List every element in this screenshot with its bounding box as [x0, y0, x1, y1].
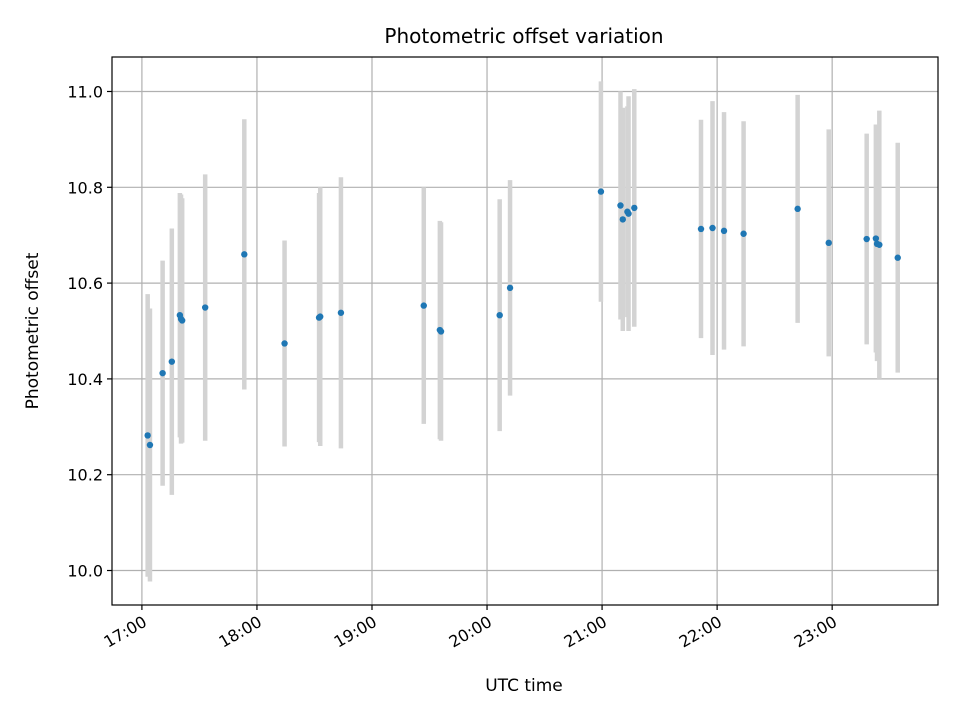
data-point: [496, 311, 503, 319]
data-point: [794, 205, 801, 213]
data-point: [506, 284, 514, 292]
y-tick-label: 10.8: [67, 178, 103, 197]
data-point: [709, 224, 716, 232]
y-tick-label: 10.0: [67, 562, 103, 581]
y-axis-label: Photometric offset: [23, 252, 43, 409]
chart-title: Photometric offset variation: [384, 24, 663, 48]
grid: [112, 57, 938, 605]
data-point: [617, 202, 624, 209]
data-point: [697, 225, 705, 233]
data-point: [863, 235, 870, 243]
data-point: [720, 227, 728, 235]
data-point: [872, 235, 880, 242]
y-tick-label: 10.4: [67, 370, 103, 389]
data-point: [437, 328, 445, 335]
data-point: [420, 302, 427, 309]
data-point: [144, 432, 151, 439]
data-point: [178, 317, 186, 324]
data-points: [144, 188, 901, 449]
data-point: [168, 358, 176, 365]
y-tick-label: 10.2: [67, 466, 103, 485]
data-point: [337, 309, 345, 316]
y-tick-label: 10.6: [67, 274, 103, 293]
data-point: [281, 340, 288, 347]
data-point: [241, 251, 248, 258]
data-point: [876, 241, 883, 248]
data-point: [625, 210, 632, 217]
data-point: [740, 230, 747, 237]
data-point: [317, 313, 324, 320]
data-point: [631, 204, 638, 212]
data-point: [159, 369, 166, 377]
data-point: [619, 216, 626, 223]
x-axis-label: UTC time: [485, 676, 563, 696]
data-point: [894, 254, 901, 261]
data-point: [146, 441, 154, 449]
y-tick-label: 11.0: [67, 82, 103, 101]
data-point: [825, 239, 832, 247]
data-point: [597, 188, 605, 195]
plot-frame: [111, 56, 939, 606]
data-point: [201, 304, 209, 311]
